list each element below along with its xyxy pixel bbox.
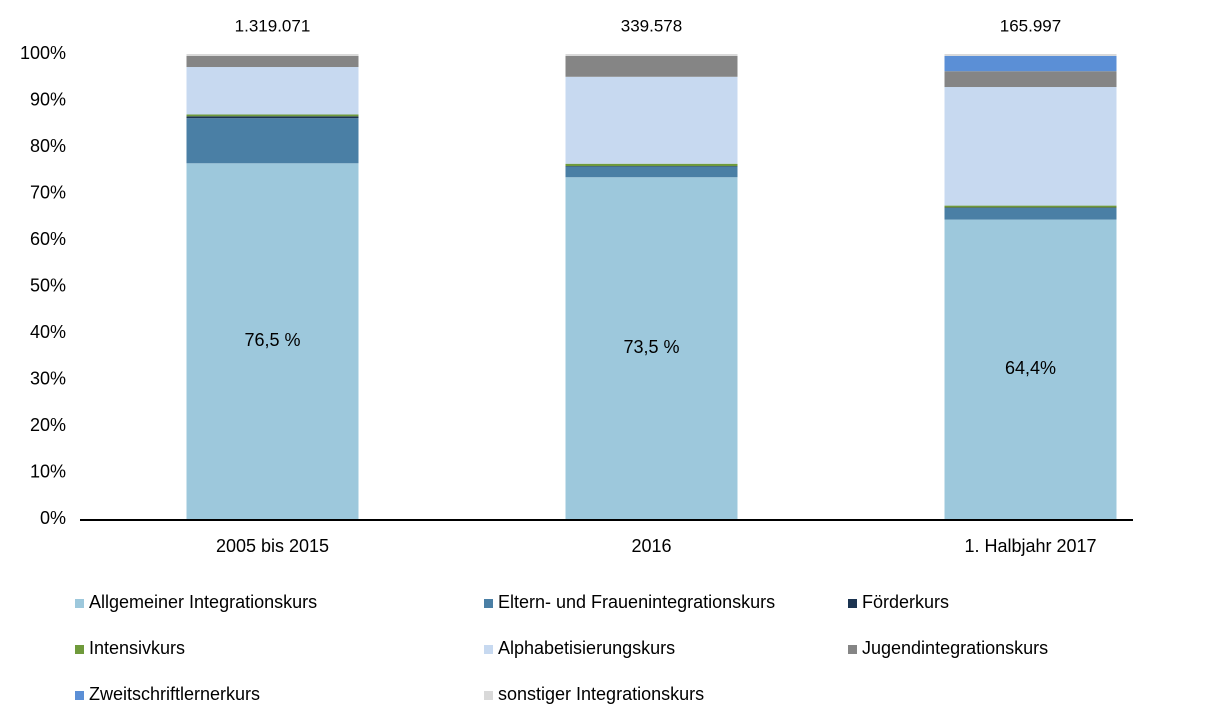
y-tick-label: 60% <box>30 229 66 249</box>
bar-segment <box>186 114 359 117</box>
bar-segment <box>944 71 1117 88</box>
legend-label: Alphabetisierungskurs <box>498 638 675 658</box>
y-tick-label: 90% <box>30 89 66 109</box>
x-tick-label: 1. Halbjahr 2017 <box>964 536 1096 556</box>
legend-label: Intensivkurs <box>89 638 185 658</box>
x-tick-label: 2016 <box>631 536 671 556</box>
total-label: 165.997 <box>1000 16 1061 35</box>
legend-swatch <box>484 599 493 608</box>
legend-swatch <box>75 599 84 608</box>
bar-segment <box>944 54 1117 56</box>
x-tick-label: 2005 bis 2015 <box>216 536 329 556</box>
bar-segment <box>565 163 738 167</box>
bar-segment <box>944 219 1117 520</box>
bar-segment <box>186 54 359 56</box>
legend-label: Eltern- und Frauenintegrationskurs <box>498 592 775 612</box>
data-label: 64,4% <box>1005 358 1056 378</box>
bar-segment <box>944 207 1117 220</box>
y-tick-label: 70% <box>30 182 66 202</box>
bar-segment <box>565 177 738 519</box>
legend-label: Allgemeiner Integrationskurs <box>89 592 317 612</box>
total-label: 1.319.071 <box>235 16 311 35</box>
legend-label: Förderkurs <box>862 592 949 612</box>
bar-segment <box>186 163 359 519</box>
y-tick-label: 100% <box>20 43 66 63</box>
y-tick-label: 80% <box>30 136 66 156</box>
bar-segment <box>565 54 738 56</box>
data-label: 73,5 % <box>623 337 679 357</box>
legend-swatch <box>75 691 84 700</box>
legend-swatch <box>484 691 493 700</box>
y-tick-label: 50% <box>30 275 66 295</box>
total-label: 339.578 <box>621 16 682 35</box>
legend-label: Zweitschriftlernerkurs <box>89 684 260 704</box>
legend-label: Jugendintegrationskurs <box>862 638 1048 658</box>
bar-segment <box>944 87 1117 206</box>
y-tick-label: 20% <box>30 415 66 435</box>
y-tick-label: 10% <box>30 461 66 481</box>
bar-segment <box>565 166 738 178</box>
legend-label: sonstiger Integrationskurs <box>498 684 704 704</box>
data-label: 76,5 % <box>244 330 300 350</box>
bar-segment <box>565 76 738 164</box>
bar-segment <box>186 118 359 164</box>
legend-swatch <box>848 599 857 608</box>
bar-segment <box>565 55 738 77</box>
bar-segment <box>186 116 359 119</box>
y-tick-label: 30% <box>30 368 66 388</box>
legend-swatch <box>75 645 84 654</box>
bar-segment <box>186 55 359 68</box>
bar-segment <box>944 55 1117 72</box>
bar-segment <box>186 67 359 115</box>
y-tick-label: 40% <box>30 322 66 342</box>
legend-swatch <box>848 645 857 654</box>
y-tick-label: 0% <box>40 508 66 528</box>
bar-segment <box>944 205 1117 208</box>
legend-swatch <box>484 645 493 654</box>
